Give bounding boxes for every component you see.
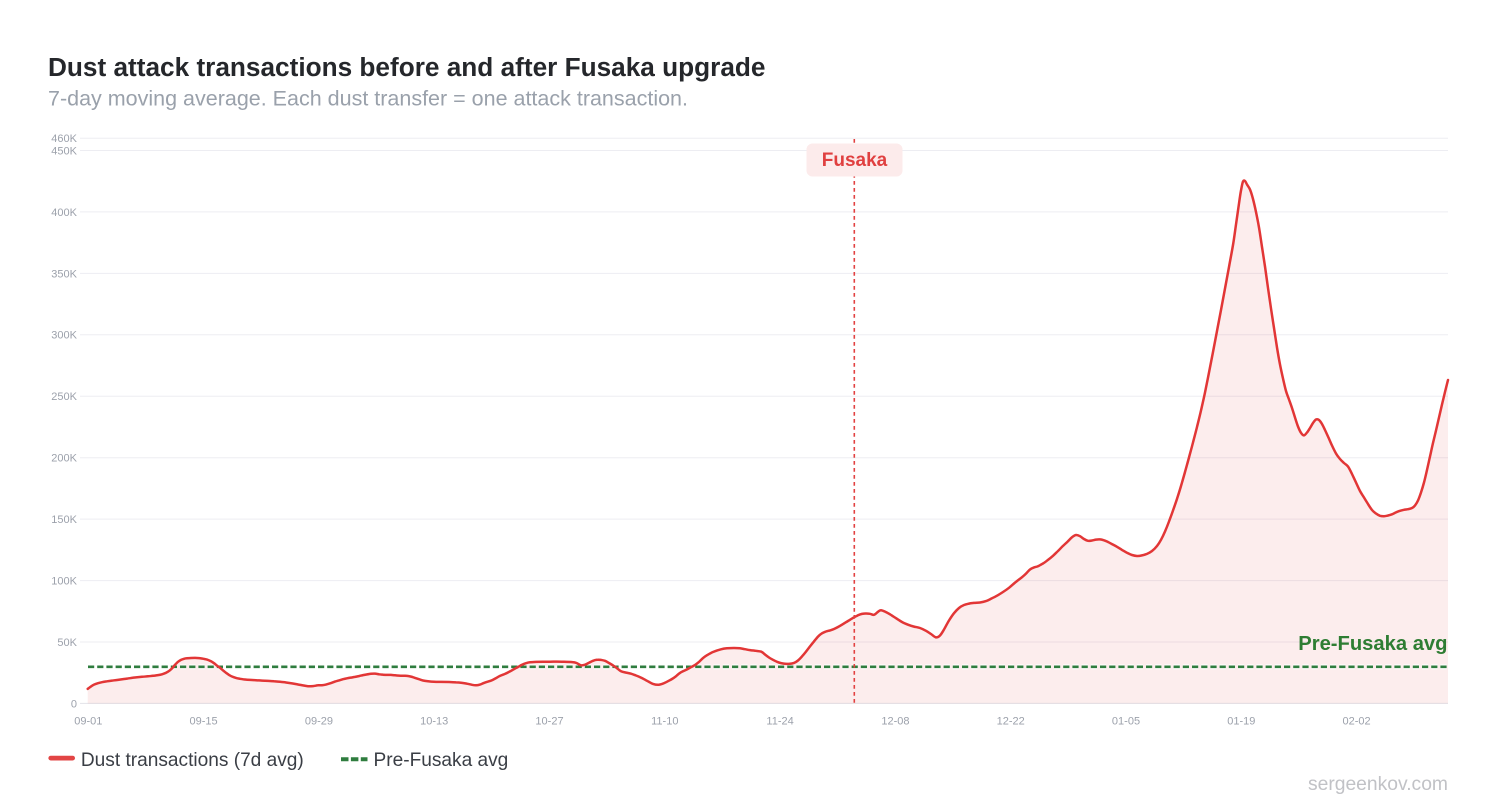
svg-text:11-10: 11-10	[651, 716, 678, 728]
svg-text:400K: 400K	[51, 207, 77, 219]
svg-text:200K: 200K	[51, 453, 77, 465]
svg-text:0: 0	[71, 698, 77, 710]
svg-text:Dust transactions (7d avg): Dust transactions (7d avg)	[81, 750, 304, 771]
svg-text:450K: 450K	[51, 145, 77, 157]
svg-text:Pre-Fusaka avg: Pre-Fusaka avg	[374, 750, 509, 771]
svg-text:09-29: 09-29	[305, 716, 333, 728]
svg-text:350K: 350K	[51, 268, 77, 280]
svg-text:Dust attack transactions befor: Dust attack transactions before and afte…	[48, 52, 765, 82]
svg-text:sergeenkov.com: sergeenkov.com	[1308, 774, 1448, 795]
svg-text:10-13: 10-13	[420, 716, 448, 728]
svg-text:12-08: 12-08	[881, 716, 909, 728]
svg-text:Fusaka: Fusaka	[822, 150, 888, 171]
svg-text:01-05: 01-05	[1112, 716, 1140, 728]
svg-text:300K: 300K	[51, 330, 77, 342]
svg-text:09-15: 09-15	[190, 716, 218, 728]
svg-text:7-day moving average. Each dus: 7-day moving average. Each dust transfer…	[48, 87, 688, 111]
svg-text:50K: 50K	[57, 637, 77, 649]
svg-text:09-01: 09-01	[74, 716, 102, 728]
svg-text:11-24: 11-24	[766, 716, 793, 728]
svg-text:150K: 150K	[51, 514, 77, 526]
svg-text:12-22: 12-22	[997, 716, 1025, 728]
svg-text:460K: 460K	[51, 133, 77, 145]
svg-text:02-02: 02-02	[1343, 716, 1371, 728]
svg-text:Pre-Fusaka avg: Pre-Fusaka avg	[1298, 633, 1447, 655]
svg-text:100K: 100K	[51, 576, 77, 588]
svg-text:01-19: 01-19	[1227, 716, 1255, 728]
svg-text:250K: 250K	[51, 391, 77, 403]
svg-text:10-27: 10-27	[535, 716, 563, 728]
